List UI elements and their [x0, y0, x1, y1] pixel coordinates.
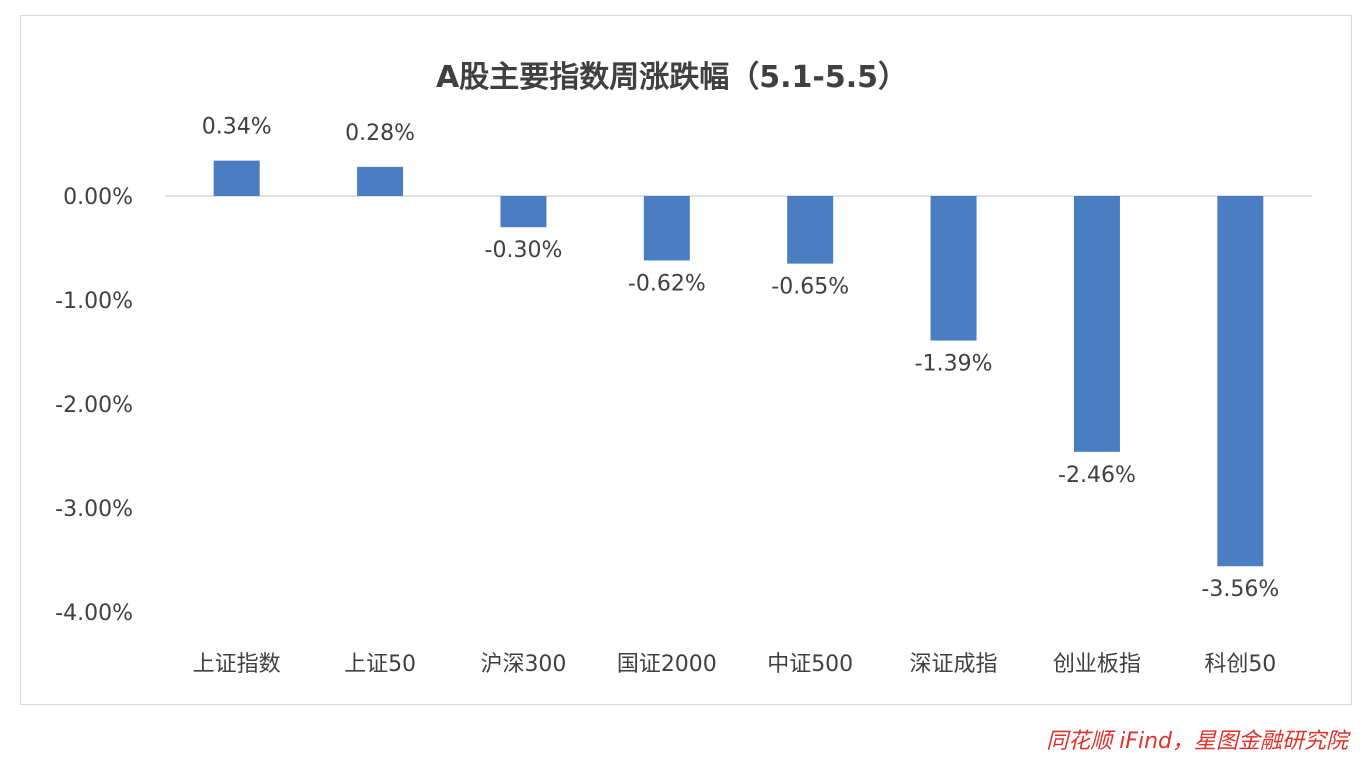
bar [1073, 196, 1120, 452]
bar [357, 166, 404, 196]
bar [500, 196, 547, 228]
category-label: 上证指数 [193, 652, 281, 677]
data-label: -2.46% [1058, 463, 1136, 488]
category-label: 创业板指 [1053, 652, 1141, 677]
category-label: 中证500 [767, 652, 853, 677]
category-label: 上证50 [344, 652, 416, 677]
data-label: -0.30% [485, 238, 563, 263]
category-label: 科创50 [1204, 652, 1276, 677]
y-tick-label: -2.00% [55, 393, 133, 418]
data-label: -0.62% [628, 271, 706, 296]
bar [213, 160, 260, 196]
source-note: 同花顺 iFind，星图金融研究院 [1046, 729, 1348, 754]
data-label: 0.34% [202, 115, 272, 140]
y-tick-label: -4.00% [55, 601, 133, 626]
data-label: -0.65% [771, 275, 849, 300]
category-label: 沪深300 [480, 652, 566, 677]
bar [930, 196, 977, 341]
chart-title: A股主要指数周涨跌幅（5.1-5.5） [436, 60, 908, 95]
bar [1217, 196, 1264, 567]
category-label: 深证成指 [910, 652, 998, 677]
chart-frame [20, 15, 1352, 705]
bar [787, 196, 834, 264]
y-tick-label: -3.00% [55, 497, 133, 522]
y-tick-label: 0.00% [63, 185, 133, 210]
data-label: 0.28% [345, 121, 415, 146]
category-label: 国证2000 [617, 652, 717, 677]
bar [643, 196, 690, 261]
data-label: -1.39% [915, 352, 993, 377]
y-tick-label: -1.00% [55, 289, 133, 314]
data-label: -3.56% [1201, 577, 1279, 602]
